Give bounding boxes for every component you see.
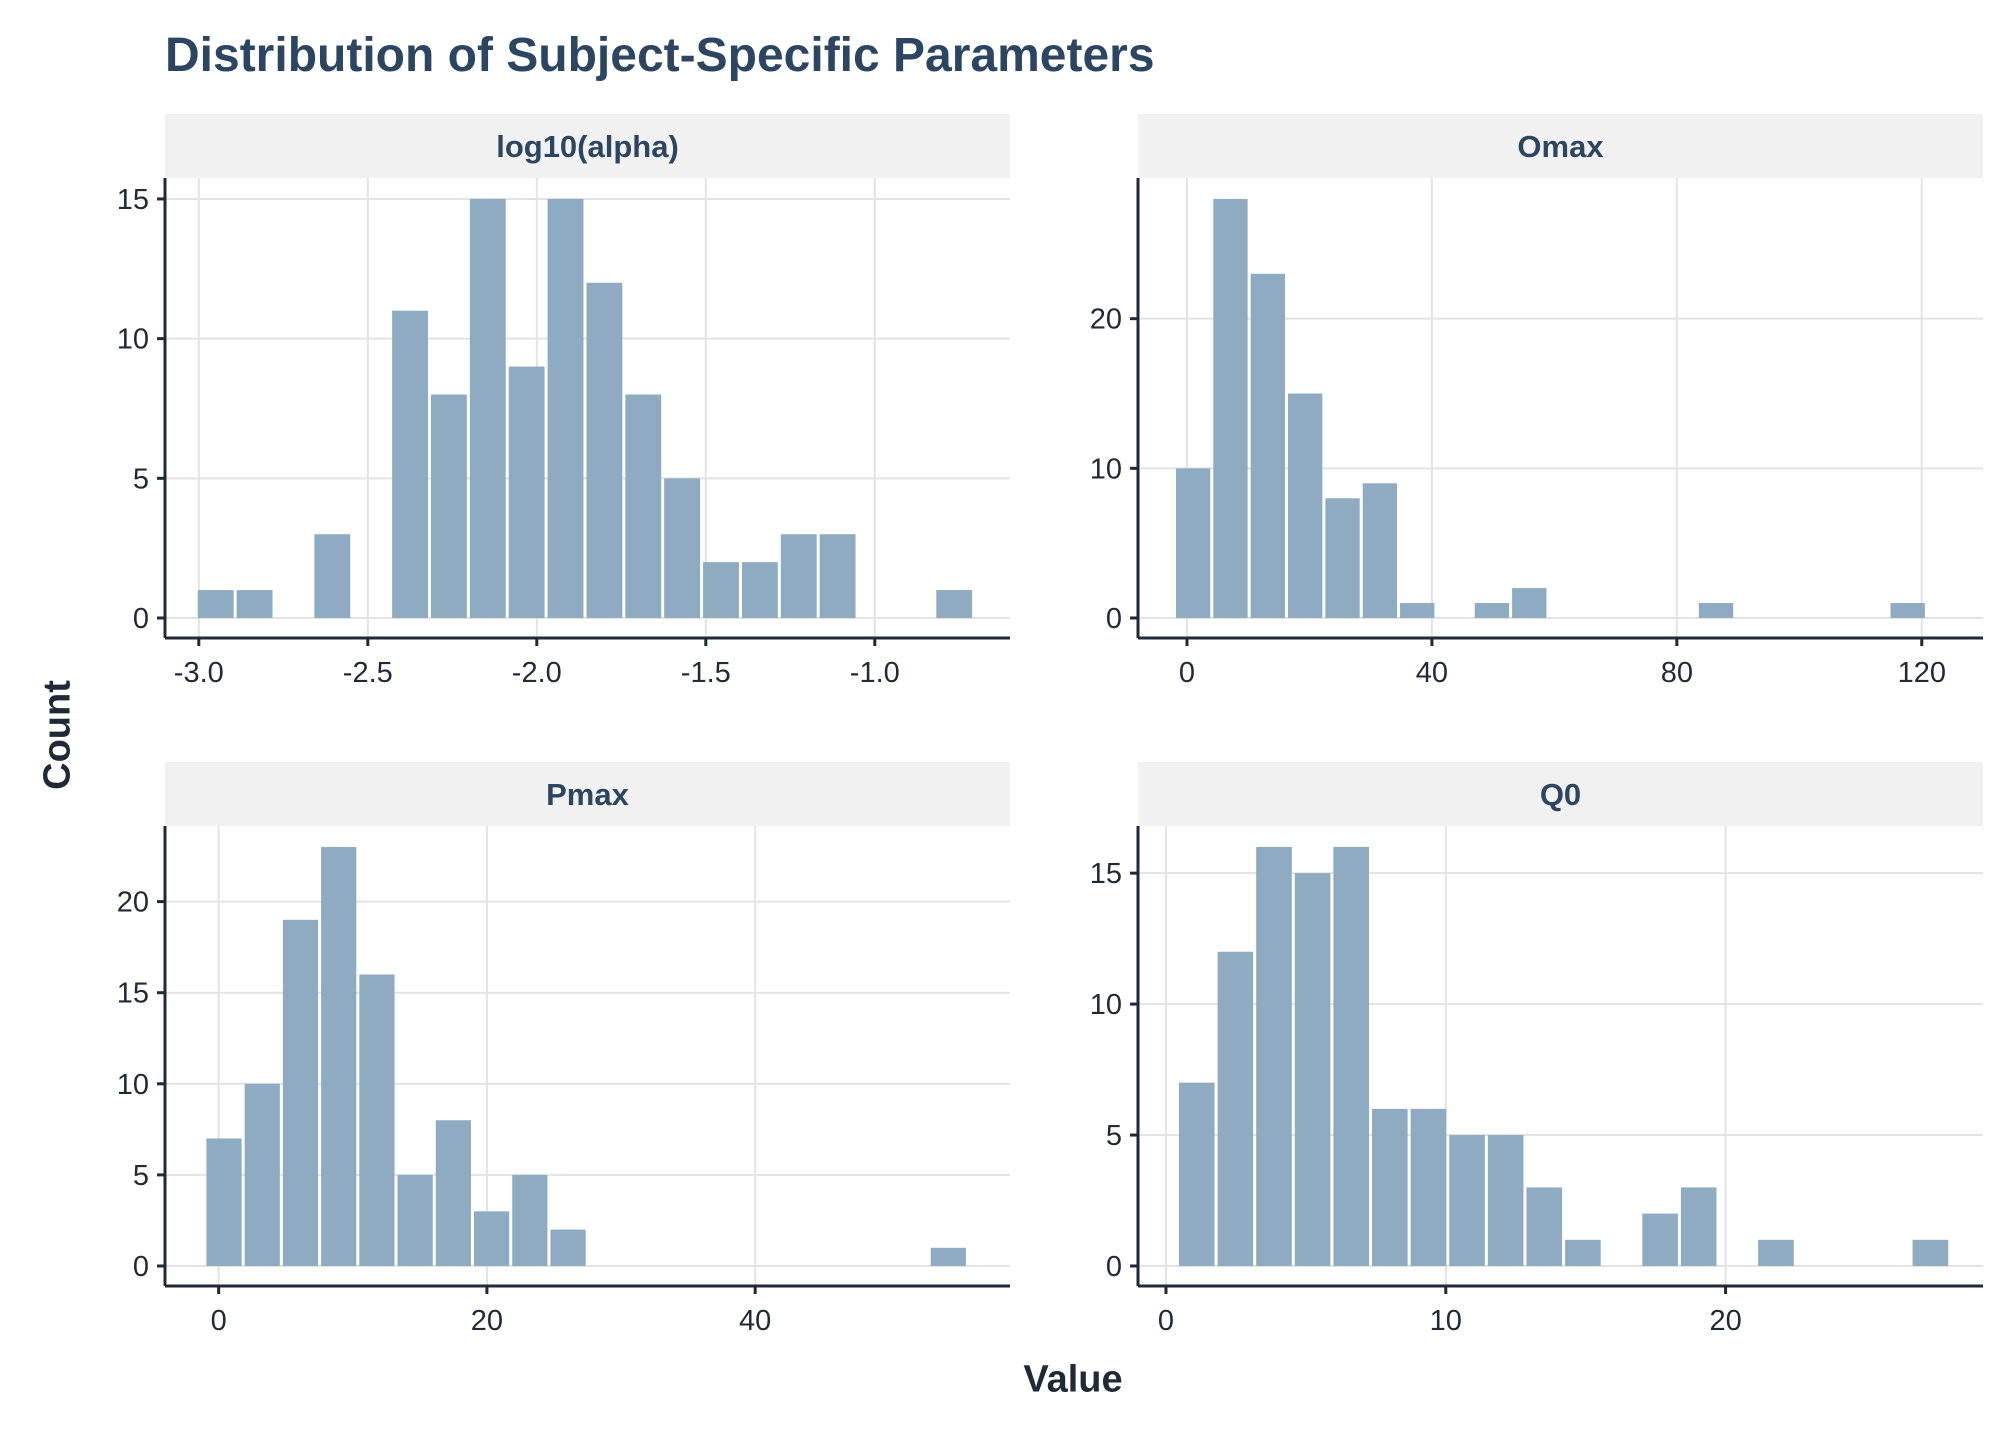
panel-log10-alpha-: log10(alpha) 0 5 10 15 -3.0 -2.5 -2.0 -1.5 -1.0 bbox=[117, 114, 1010, 689]
x-tick-label: 0 bbox=[211, 1305, 227, 1337]
histogram-bar bbox=[1400, 603, 1435, 618]
histogram-bar bbox=[1758, 1239, 1794, 1266]
facet-strip bbox=[1138, 762, 1983, 826]
histogram-bar bbox=[1256, 846, 1292, 1266]
x-tick-label: 20 bbox=[471, 1305, 503, 1337]
histogram-bar bbox=[1287, 393, 1323, 618]
facet-strip-label: Pmax bbox=[546, 777, 629, 812]
histogram-bar bbox=[282, 919, 319, 1266]
histogram-bar bbox=[930, 1247, 966, 1266]
histogram-bar bbox=[1362, 483, 1398, 618]
histogram-bar bbox=[1213, 198, 1248, 618]
y-tick-label: 0 bbox=[1106, 603, 1122, 635]
panel-q0: Q0 0 5 10 15 0 10 20 bbox=[1090, 762, 1983, 1337]
y-tick-label: 10 bbox=[117, 1069, 149, 1101]
y-tick-label: 5 bbox=[133, 1160, 149, 1192]
histogram-bar bbox=[586, 282, 623, 618]
histogram-bar bbox=[1474, 603, 1510, 618]
x-tick-label: -1.0 bbox=[850, 657, 900, 689]
x-tick-label: -3.0 bbox=[174, 657, 224, 689]
histogram-bar bbox=[1250, 273, 1285, 618]
y-tick-label: 5 bbox=[1106, 1120, 1122, 1152]
histogram-bar bbox=[1175, 468, 1211, 618]
y-tick-label: 15 bbox=[1090, 858, 1122, 890]
histogram-bar bbox=[1890, 603, 1925, 618]
histogram-bar bbox=[512, 1174, 548, 1266]
x-tick-label: 20 bbox=[1709, 1305, 1741, 1337]
histogram-bar bbox=[1217, 951, 1254, 1266]
histogram-bar bbox=[206, 1138, 242, 1266]
x-tick-label: -2.0 bbox=[512, 657, 562, 689]
histogram-bar bbox=[547, 198, 584, 618]
facet-strip-label: Omax bbox=[1517, 129, 1604, 164]
histogram-bar bbox=[508, 366, 545, 618]
histogram-bar bbox=[1372, 1108, 1408, 1266]
histogram-bar bbox=[1178, 1082, 1215, 1266]
y-tick-label: 20 bbox=[117, 887, 149, 919]
histogram-bar bbox=[780, 534, 817, 618]
histogram-bar bbox=[430, 394, 467, 618]
histogram-bar bbox=[392, 310, 428, 618]
histogram-bar bbox=[819, 534, 856, 618]
facet-strip bbox=[165, 762, 1010, 826]
x-tick-label: 120 bbox=[1898, 657, 1946, 689]
x-tick-label: -2.5 bbox=[343, 657, 393, 689]
histogram-bar bbox=[473, 1211, 510, 1266]
y-tick-label: 0 bbox=[1106, 1251, 1122, 1283]
histogram-bar bbox=[1410, 1108, 1447, 1266]
histogram-bar bbox=[1512, 588, 1547, 618]
chart-title: Distribution of Subject-Specific Paramet… bbox=[165, 29, 1155, 82]
histogram-bar bbox=[1565, 1239, 1601, 1266]
y-tick-label: 15 bbox=[117, 978, 149, 1010]
histogram-bar bbox=[435, 1120, 471, 1266]
x-tick-label: 10 bbox=[1430, 1305, 1462, 1337]
histogram-bar bbox=[1912, 1239, 1949, 1266]
histogram-bar bbox=[664, 478, 701, 618]
histogram-bar bbox=[321, 846, 357, 1266]
histogram-bar bbox=[741, 562, 778, 618]
panel-omax: Omax 0 10 20 0 40 80 120 bbox=[1090, 114, 1983, 689]
histogram-bar bbox=[625, 394, 662, 618]
y-tick-label: 5 bbox=[133, 463, 149, 495]
y-tick-label: 10 bbox=[1090, 453, 1122, 485]
histogram-bar bbox=[236, 590, 273, 618]
histogram-bar bbox=[314, 534, 351, 618]
x-tick-label: 0 bbox=[1158, 1305, 1174, 1337]
histogram-bar bbox=[936, 590, 973, 618]
histogram-bar bbox=[1642, 1213, 1678, 1266]
x-axis-label: Value bbox=[1023, 1358, 1123, 1401]
histogram-bar bbox=[1333, 846, 1370, 1266]
facet-strip bbox=[165, 114, 1010, 178]
histogram-bar bbox=[197, 590, 234, 618]
x-tick-label: 40 bbox=[1416, 657, 1448, 689]
x-tick-label: 80 bbox=[1661, 657, 1693, 689]
y-tick-label: 10 bbox=[117, 324, 149, 356]
histogram-bar bbox=[550, 1229, 586, 1266]
facet-strip-label: log10(alpha) bbox=[496, 129, 679, 164]
x-tick-label: 0 bbox=[1179, 657, 1195, 689]
facet-strip bbox=[1138, 114, 1983, 178]
x-tick-label: -1.5 bbox=[681, 657, 731, 689]
histogram-bar bbox=[1487, 1135, 1524, 1266]
facet-strip-label: Q0 bbox=[1540, 777, 1581, 812]
histogram-bar bbox=[1325, 498, 1360, 618]
y-tick-label: 15 bbox=[117, 184, 149, 216]
histogram-bar bbox=[1698, 603, 1734, 618]
panel-pmax: Pmax 0 5 10 15 20 0 20 40 bbox=[117, 762, 1010, 1337]
histogram-bar bbox=[1680, 1187, 1717, 1266]
y-tick-label: 0 bbox=[133, 1251, 149, 1283]
histogram-bar bbox=[397, 1174, 433, 1266]
histogram-bar bbox=[359, 974, 395, 1266]
histogram-bar bbox=[703, 562, 739, 618]
histogram-bar bbox=[469, 198, 506, 618]
histogram-bar bbox=[1526, 1187, 1563, 1266]
y-tick-label: 20 bbox=[1090, 304, 1122, 336]
histogram-bar bbox=[1449, 1135, 1485, 1266]
histogram-bar bbox=[1294, 873, 1331, 1266]
y-tick-label: 10 bbox=[1090, 989, 1122, 1021]
x-tick-label: 40 bbox=[739, 1305, 771, 1337]
histogram-bar bbox=[244, 1083, 280, 1266]
y-tick-label: 0 bbox=[133, 603, 149, 635]
